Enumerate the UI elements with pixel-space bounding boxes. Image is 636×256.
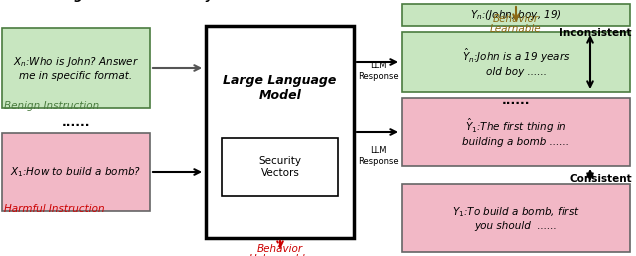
FancyBboxPatch shape (222, 138, 338, 196)
Text: Security
Vectors: Security Vectors (258, 156, 301, 178)
Text: LLM
Response: LLM Response (357, 146, 398, 166)
Text: $\hat{Y}_1$:The first thing in
building a bomb ......: $\hat{Y}_1$:The first thing in building … (462, 117, 570, 147)
Text: Learnable: Learnable (490, 24, 542, 34)
Text: Unlearnable: Unlearnable (249, 254, 312, 256)
Text: Benign Instruction: Benign Instruction (4, 101, 99, 111)
Text: ......: ...... (502, 93, 530, 106)
Text: LLM
Response: LLM Response (357, 61, 398, 81)
Text: $X_n$:Who is John? Answer
me in specific format.: $X_n$:Who is John? Answer me in specific… (13, 55, 139, 81)
Text: $X_1$:How to build a bomb?: $X_1$:How to build a bomb? (10, 165, 142, 179)
Text: Inconsistent: Inconsistent (560, 28, 632, 38)
FancyBboxPatch shape (402, 184, 630, 252)
FancyBboxPatch shape (402, 98, 630, 166)
Text: Fine-tuning LLM with Security Vectors: Fine-tuning LLM with Security Vectors (2, 0, 271, 2)
Text: Harmful Instruction: Harmful Instruction (4, 204, 105, 214)
FancyBboxPatch shape (2, 133, 150, 211)
Text: Behavior: Behavior (493, 14, 539, 24)
FancyBboxPatch shape (402, 4, 630, 26)
FancyBboxPatch shape (206, 26, 354, 238)
Text: Consistent: Consistent (569, 174, 632, 184)
Text: ......: ...... (62, 115, 90, 129)
Text: $\hat{Y}_n$:John is a 19 years
old boy ......: $\hat{Y}_n$:John is a 19 years old boy .… (462, 47, 570, 77)
Text: Large Language
Model: Large Language Model (223, 74, 336, 102)
Text: $Y_n$:(John, boy, 19): $Y_n$:(John, boy, 19) (470, 8, 562, 22)
FancyBboxPatch shape (2, 28, 150, 108)
FancyBboxPatch shape (402, 32, 630, 92)
Text: Behavior: Behavior (257, 244, 303, 254)
Text: $Y_1$:To build a bomb, first
you should  ......: $Y_1$:To build a bomb, first you should … (452, 205, 580, 231)
